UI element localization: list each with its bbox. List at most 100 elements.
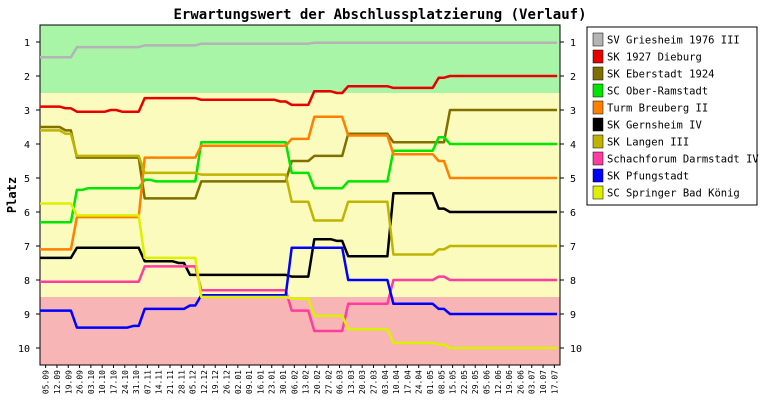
x-tick-label: 27.03 (369, 370, 378, 394)
x-tick-label: 26.09 (76, 370, 85, 394)
x-tick-label: 02.01 (234, 370, 243, 394)
legend-swatch (592, 66, 604, 81)
legend-label: SK Eberstadt 1924 (607, 69, 714, 81)
x-tick-label: 17.04 (403, 370, 412, 394)
y-tick-label-left: 3 (24, 106, 30, 117)
legend-swatch (592, 151, 604, 166)
x-tick-label: 10.04 (392, 370, 401, 394)
y-tick-label-right: 8 (570, 276, 576, 287)
x-tick-label: 28.11 (177, 370, 186, 394)
plot-frame (39, 24, 561, 366)
x-tick-label: 20.02 (313, 370, 322, 394)
x-tick-label: 10.07 (539, 370, 548, 394)
series-line-schachforum-darmstadt-iv (40, 265, 557, 333)
legend-swatch (592, 168, 604, 183)
legend-swatch (592, 100, 604, 115)
x-tick-label: 12.12 (200, 370, 209, 394)
series-line-sk-langen-iii (40, 129, 557, 256)
series-line-sk-eberstadt-1924 (40, 108, 557, 200)
x-tick-label: 19.06 (505, 370, 514, 394)
x-tick-label: 06.02 (290, 370, 299, 394)
x-tick-label: 24.10 (121, 370, 130, 394)
legend-swatch (592, 49, 604, 64)
series-line-sk-gernsheim-iv (40, 192, 557, 278)
y-axis-title: Platz (5, 177, 19, 213)
legend-swatch (592, 134, 604, 149)
y-tick-label-right: 9 (570, 310, 576, 321)
rank-zone-2 (40, 297, 560, 365)
x-tick-label: 19.09 (64, 370, 73, 394)
x-tick-label: 30.01 (279, 370, 288, 394)
y-tick-label-left: 10 (18, 344, 30, 355)
x-tick-label: 22.05 (460, 370, 469, 394)
x-tick-label: 14.11 (155, 370, 164, 394)
y-tick-label-right: 3 (570, 106, 576, 117)
legend-label: Schachforum Darmstadt IV (607, 154, 759, 166)
x-tick-label: 05.09 (42, 370, 51, 394)
y-tick-label-right: 4 (570, 140, 576, 151)
legend-label: SV Griesheim 1976 III (607, 35, 740, 47)
legend-label: SK 1927 Dieburg (607, 52, 702, 64)
y-tick-label-left: 1 (24, 38, 30, 49)
y-tick-label-left: 8 (24, 276, 30, 287)
x-tick-label: 29.05 (471, 370, 480, 394)
y-tick-label-left: 5 (24, 174, 30, 185)
y-tick-label-left: 2 (24, 72, 30, 83)
x-tick-label: 26.06 (516, 370, 525, 394)
legend-box (586, 26, 758, 206)
x-tick-label: 23.01 (268, 370, 277, 394)
x-tick-label: 03.10 (87, 370, 96, 394)
x-tick-label: 03.07 (528, 370, 537, 394)
y-tick-label-right: 7 (570, 242, 576, 253)
y-tick-label-left: 4 (24, 140, 30, 151)
rank-zones (40, 25, 560, 365)
x-tick-label: 03.04 (381, 370, 390, 394)
x-tick-label: 05.06 (483, 370, 492, 394)
legend-swatch (592, 32, 604, 47)
series-lines (40, 41, 557, 350)
x-tick-label: 12.06 (494, 370, 503, 394)
series-line-sk-1927-dieburg (40, 74, 557, 113)
series-line-turm-breuberg-ii (40, 115, 557, 251)
x-tick-label: 17.10 (109, 370, 118, 394)
x-tick-label: 01.05 (426, 370, 435, 394)
legend: SV Griesheim 1976 III SK 1927 Dieburg SK E… (586, 26, 759, 206)
y-tick-label-left: 7 (24, 242, 30, 253)
x-tick-label: 27.02 (324, 370, 333, 394)
y-tick-label-right: 6 (570, 208, 576, 219)
legend-label: SK Langen III (607, 137, 689, 149)
x-tick-label: 31.10 (132, 370, 141, 394)
series-line-sc-springer-bad-k-nig (40, 202, 557, 350)
x-tick-label: 13.03 (347, 370, 356, 394)
x-tick-label: 10.10 (98, 370, 107, 394)
x-tick-label: 08.05 (437, 370, 446, 394)
legend-swatch (592, 83, 604, 98)
legend-swatch (592, 117, 604, 132)
series-line-sk-pfungstadt (40, 246, 557, 329)
x-tick-label: 26.12 (223, 370, 232, 394)
x-tick-label: 15.05 (449, 370, 458, 394)
legend-label: Turm Breuberg II (607, 103, 708, 115)
legend-label: SC Springer Bad König (607, 188, 740, 200)
legend-label: SK Gernsheim IV (607, 120, 703, 132)
x-tick-label: 24.04 (415, 370, 424, 394)
y-tick-label-right: 1 (570, 38, 576, 49)
x-tick-label: 21.11 (166, 370, 175, 394)
x-tick-label: 12.09 (53, 370, 62, 394)
legend-label: SC Ober-Ramstadt (607, 86, 708, 98)
x-tick-label: 07.11 (143, 370, 152, 394)
x-tick-label: 13.02 (302, 370, 311, 394)
y-tick-label-left: 6 (24, 208, 30, 219)
x-tick-label: 09.01 (245, 370, 254, 394)
chart-title: Erwartungswert der Abschlussplatzierung … (173, 7, 586, 23)
legend-swatch (592, 185, 604, 200)
series-line-sv-griesheim-1976-iii (40, 41, 557, 59)
x-tick-label: 19.12 (211, 370, 220, 394)
x-tick-label: 05.12 (189, 370, 198, 394)
x-tick-label: 17.07 (550, 370, 559, 394)
series-line-sc-ober-ramstadt (40, 135, 557, 224)
legend-label: SK Pfungstadt (607, 171, 689, 183)
